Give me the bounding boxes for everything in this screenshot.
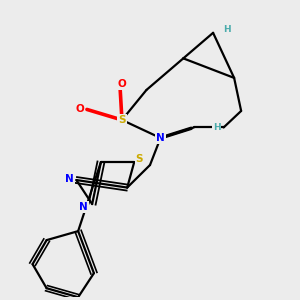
Text: N: N (79, 202, 88, 212)
Text: N: N (156, 133, 165, 143)
Text: O: O (76, 104, 84, 114)
Text: H: H (213, 123, 220, 132)
Text: O: O (118, 79, 126, 89)
Text: H: H (223, 25, 231, 34)
Text: S: S (136, 154, 143, 164)
Text: N: N (65, 173, 74, 184)
Text: S: S (118, 115, 126, 125)
